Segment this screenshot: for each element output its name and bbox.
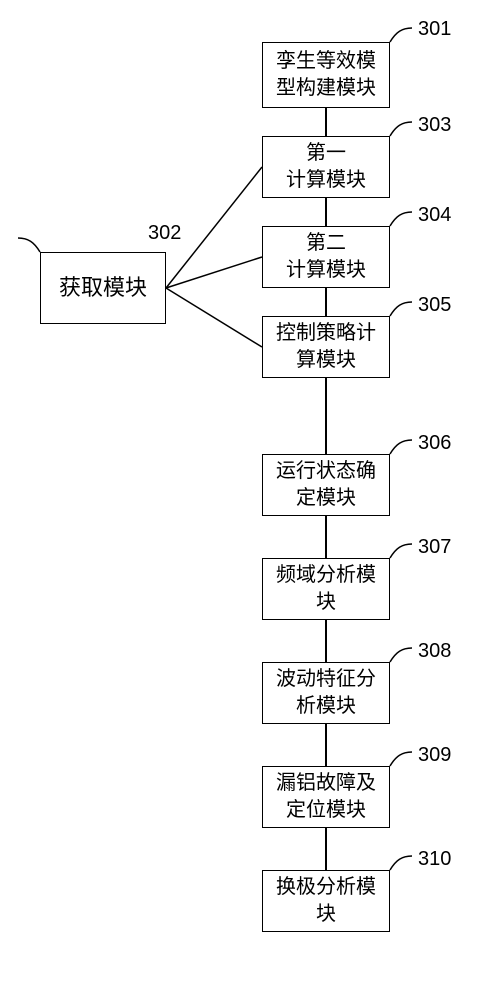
edge-n306-n307 — [325, 516, 327, 558]
label-n301: 301 — [418, 18, 451, 41]
node-label: 换极分析模块 — [276, 874, 376, 928]
edge-n308-n309 — [325, 724, 327, 766]
node-n303: 第一计算模块 — [262, 136, 390, 198]
node-n306: 运行状态确定模块 — [262, 454, 390, 516]
node-label: 获取模块 — [59, 273, 147, 303]
node-n309: 漏铝故障及定位模块 — [262, 766, 390, 828]
edge-n305-n306 — [325, 378, 327, 454]
node-label: 孪生等效模型构建模块 — [276, 48, 376, 102]
edge-n302-n305 — [166, 288, 262, 347]
node-n305: 控制策略计算模块 — [262, 316, 390, 378]
label-n307: 307 — [418, 536, 451, 559]
label-n309: 309 — [418, 744, 451, 767]
node-n308: 波动特征分析模块 — [262, 662, 390, 724]
node-label: 运行状态确定模块 — [276, 458, 376, 512]
edge-n302-n304 — [166, 257, 262, 288]
node-n304: 第二计算模块 — [262, 226, 390, 288]
label-n308: 308 — [418, 640, 451, 663]
edge-n304-n305 — [325, 288, 327, 316]
label-n305: 305 — [418, 294, 451, 317]
node-label: 第二计算模块 — [286, 230, 366, 284]
edge-n301-n303 — [325, 108, 327, 136]
node-label: 漏铝故障及定位模块 — [276, 770, 376, 824]
node-label: 波动特征分析模块 — [276, 666, 376, 720]
node-label: 第一计算模块 — [286, 140, 366, 194]
node-label: 频域分析模块 — [276, 562, 376, 616]
node-n307: 频域分析模块 — [262, 558, 390, 620]
label-n304: 304 — [418, 204, 451, 227]
edge-n309-n310 — [325, 828, 327, 870]
label-n306: 306 — [418, 432, 451, 455]
edge-n307-n308 — [325, 620, 327, 662]
node-n302: 获取模块 — [40, 252, 166, 324]
label-n303: 303 — [418, 114, 451, 137]
node-n310: 换极分析模块 — [262, 870, 390, 932]
edge-n303-n304 — [325, 198, 327, 226]
node-n301: 孪生等效模型构建模块 — [262, 42, 390, 108]
node-label: 控制策略计算模块 — [276, 320, 376, 374]
label-n310: 310 — [418, 848, 451, 871]
label-n302: 302 — [148, 222, 181, 245]
